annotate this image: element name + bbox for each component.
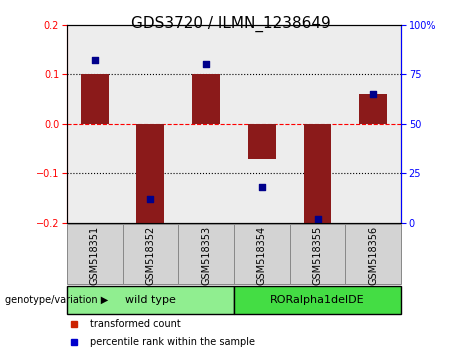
Bar bbox=[81, 74, 109, 124]
Point bbox=[202, 62, 210, 67]
Bar bbox=[136, 124, 164, 223]
FancyBboxPatch shape bbox=[67, 224, 123, 284]
Text: percentile rank within the sample: percentile rank within the sample bbox=[90, 337, 255, 347]
Bar bbox=[67, 25, 123, 223]
Point bbox=[147, 196, 154, 202]
Bar bbox=[248, 124, 276, 159]
Bar bbox=[359, 94, 387, 124]
Text: GDS3720 / ILMN_1238649: GDS3720 / ILMN_1238649 bbox=[130, 16, 331, 32]
FancyBboxPatch shape bbox=[234, 224, 290, 284]
Text: GSM518354: GSM518354 bbox=[257, 226, 267, 285]
FancyBboxPatch shape bbox=[290, 224, 345, 284]
Text: wild type: wild type bbox=[125, 295, 176, 305]
Point bbox=[370, 91, 377, 97]
Text: GSM518353: GSM518353 bbox=[201, 226, 211, 285]
Text: transformed count: transformed count bbox=[90, 319, 181, 329]
Text: RORalpha1delDE: RORalpha1delDE bbox=[270, 295, 365, 305]
FancyBboxPatch shape bbox=[345, 224, 401, 284]
Text: GSM518355: GSM518355 bbox=[313, 226, 323, 285]
Bar bbox=[290, 25, 345, 223]
Point bbox=[258, 184, 266, 190]
Point bbox=[91, 58, 98, 63]
Point bbox=[314, 216, 321, 222]
FancyBboxPatch shape bbox=[67, 286, 234, 314]
Text: GSM518352: GSM518352 bbox=[145, 226, 155, 285]
Bar bbox=[192, 74, 220, 124]
Text: GSM518356: GSM518356 bbox=[368, 226, 378, 285]
Bar bbox=[178, 25, 234, 223]
Bar bbox=[304, 124, 331, 223]
FancyBboxPatch shape bbox=[123, 224, 178, 284]
Bar bbox=[234, 25, 290, 223]
FancyBboxPatch shape bbox=[178, 224, 234, 284]
Bar bbox=[123, 25, 178, 223]
Text: genotype/variation ▶: genotype/variation ▶ bbox=[5, 295, 108, 305]
Text: GSM518351: GSM518351 bbox=[90, 226, 100, 285]
FancyBboxPatch shape bbox=[234, 286, 401, 314]
Bar bbox=[345, 25, 401, 223]
